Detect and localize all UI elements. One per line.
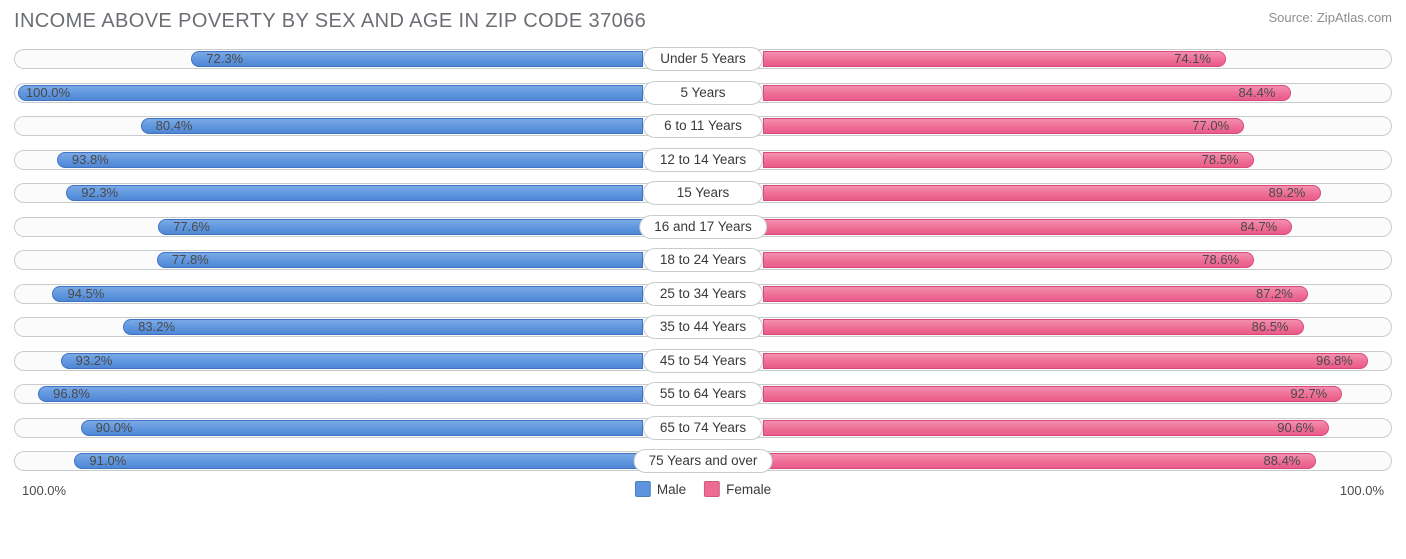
female-value: 96.8% <box>1316 353 1353 369</box>
chart-row: 94.5% 87.2% 25 to 34 Years <box>14 280 1392 308</box>
male-value: 72.3% <box>206 51 243 67</box>
chart-source: Source: ZipAtlas.com <box>1268 10 1392 25</box>
chart-row: 93.2% 96.8% 45 to 54 Years <box>14 347 1392 375</box>
legend-female: Female <box>704 481 771 497</box>
male-value: 96.8% <box>53 386 90 402</box>
female-value: 86.5% <box>1252 319 1289 335</box>
female-value: 90.6% <box>1277 420 1314 436</box>
chart-row: 80.4% 77.0% 6 to 11 Years <box>14 112 1392 140</box>
male-value: 83.2% <box>138 319 175 335</box>
female-bar <box>763 85 1291 101</box>
female-value: 89.2% <box>1269 185 1306 201</box>
chart-row: 77.8% 78.6% 18 to 24 Years <box>14 246 1392 274</box>
female-value: 84.4% <box>1239 85 1276 101</box>
chart-row: 83.2% 86.5% 35 to 44 Years <box>14 313 1392 341</box>
male-bar <box>66 185 643 201</box>
category-label: Under 5 Years <box>643 47 763 71</box>
male-value: 93.2% <box>76 353 113 369</box>
category-label: 25 to 34 Years <box>643 282 763 306</box>
diverging-bar-chart: 72.3% 74.1% Under 5 Years 100.0% 84.4% 5 Year… <box>14 45 1392 475</box>
female-bar <box>763 420 1329 436</box>
male-value: 92.3% <box>81 185 118 201</box>
male-value: 80.4% <box>156 118 193 134</box>
female-value: 92.7% <box>1290 386 1327 402</box>
male-bar <box>52 286 643 302</box>
female-bar <box>763 185 1321 201</box>
female-bar <box>763 319 1304 335</box>
female-value: 87.2% <box>1256 286 1293 302</box>
male-bar <box>141 118 644 134</box>
category-label: 18 to 24 Years <box>643 248 763 272</box>
category-label: 75 Years and over <box>634 449 773 473</box>
male-value: 94.5% <box>68 286 105 302</box>
female-swatch <box>704 481 720 497</box>
legend: Male Female <box>635 481 771 497</box>
female-bar <box>763 453 1316 469</box>
male-bar <box>74 453 643 469</box>
male-bar <box>57 152 643 168</box>
female-bar <box>763 118 1244 134</box>
female-value: 78.6% <box>1202 252 1239 268</box>
female-bar <box>763 386 1342 402</box>
male-swatch <box>635 481 651 497</box>
chart-row: 92.3% 89.2% 15 Years <box>14 179 1392 207</box>
female-value: 74.1% <box>1174 51 1211 67</box>
legend-male-label: Male <box>657 482 686 497</box>
female-bar <box>763 353 1368 369</box>
category-label: 5 Years <box>643 81 763 105</box>
legend-male: Male <box>635 481 686 497</box>
female-value: 77.0% <box>1192 118 1229 134</box>
category-label: 65 to 74 Years <box>643 416 763 440</box>
category-label: 45 to 54 Years <box>643 349 763 373</box>
chart-row: 100.0% 84.4% 5 Years <box>14 79 1392 107</box>
male-bar <box>38 386 643 402</box>
category-label: 16 and 17 Years <box>639 215 767 239</box>
axis-right-label: 100.0% <box>1340 483 1384 498</box>
axis-left-label: 100.0% <box>22 483 66 498</box>
male-value: 77.8% <box>172 252 209 268</box>
female-bar <box>763 252 1254 268</box>
chart-row: 72.3% 74.1% Under 5 Years <box>14 45 1392 73</box>
category-label: 6 to 11 Years <box>643 114 763 138</box>
chart-row: 96.8% 92.7% 55 to 64 Years <box>14 380 1392 408</box>
female-bar <box>763 51 1226 67</box>
female-value: 84.7% <box>1240 219 1277 235</box>
category-label: 55 to 64 Years <box>643 382 763 406</box>
female-bar <box>763 152 1254 168</box>
male-bar <box>158 219 643 235</box>
female-bar <box>763 219 1292 235</box>
chart-row: 91.0% 88.4% 75 Years and over <box>14 447 1392 475</box>
male-value: 91.0% <box>89 453 126 469</box>
male-value: 93.8% <box>72 152 109 168</box>
female-bar <box>763 286 1308 302</box>
female-value: 88.4% <box>1264 453 1301 469</box>
chart-title: INCOME ABOVE POVERTY BY SEX AND AGE IN Z… <box>14 10 646 33</box>
male-bar <box>123 319 643 335</box>
male-value: 100.0% <box>26 85 70 101</box>
female-value: 78.5% <box>1202 152 1239 168</box>
male-bar <box>18 85 643 101</box>
male-bar <box>157 252 643 268</box>
male-bar <box>81 420 644 436</box>
male-bar <box>61 353 644 369</box>
male-bar <box>191 51 643 67</box>
chart-row: 77.6% 84.7% 16 and 17 Years <box>14 213 1392 241</box>
legend-female-label: Female <box>726 482 771 497</box>
chart-row: 90.0% 90.6% 65 to 74 Years <box>14 414 1392 442</box>
category-label: 15 Years <box>643 181 763 205</box>
chart-row: 93.8% 78.5% 12 to 14 Years <box>14 146 1392 174</box>
male-value: 90.0% <box>96 420 133 436</box>
category-label: 12 to 14 Years <box>643 148 763 172</box>
male-value: 77.6% <box>173 219 210 235</box>
category-label: 35 to 44 Years <box>643 315 763 339</box>
